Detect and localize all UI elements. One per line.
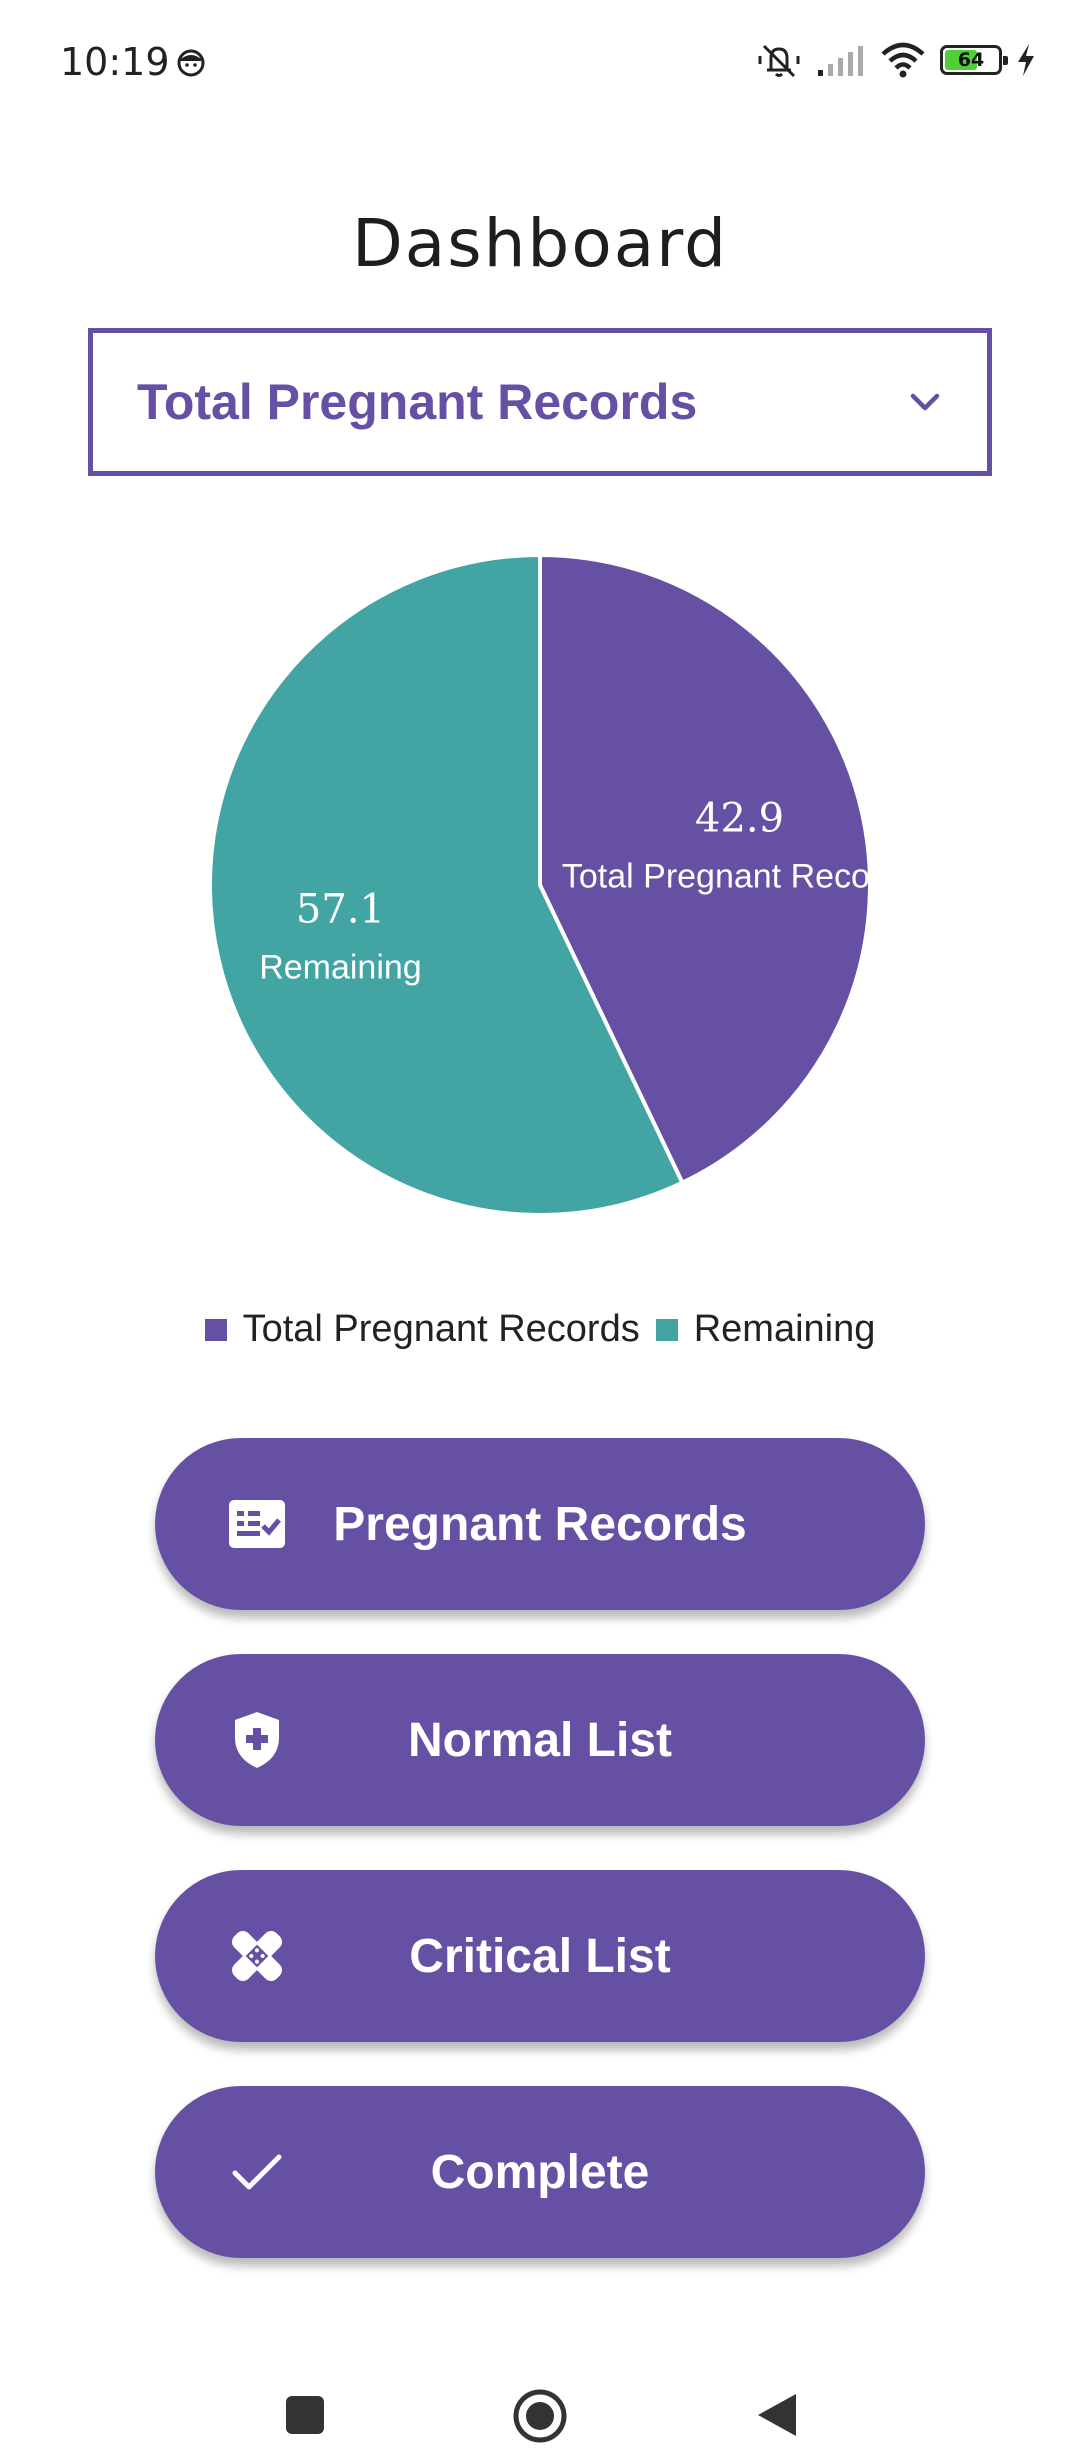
- pie-name-label-remaining: Remaining: [259, 948, 422, 986]
- normal-list-label: Normal List: [407, 1713, 673, 1767]
- pie-chart: 42.9 Total Pregnant Records 57.1 Remaining: [210, 555, 870, 1215]
- pie-slice-remaining: [210, 555, 686, 1215]
- complete-button[interactable]: Complete: [155, 2086, 925, 2258]
- normal-list-button[interactable]: Normal List: [155, 1654, 925, 1826]
- charging-icon: [1018, 44, 1034, 76]
- mute-icon: [758, 44, 800, 78]
- chart-legend: Total Pregnant Records Remaining: [0, 1308, 1080, 1351]
- pregnant-records-button[interactable]: Pregnant Records: [155, 1438, 925, 1610]
- battery-percent: 64: [957, 49, 985, 71]
- face-icon: [177, 49, 205, 77]
- critical-list-button[interactable]: Critical List: [155, 1870, 925, 2042]
- signal-icon: [818, 46, 863, 76]
- status-bar: 10:19 64: [0, 0, 1080, 130]
- pie-value-label-remaining: 57.1: [296, 886, 385, 932]
- status-time: 10:19: [60, 40, 170, 84]
- check-icon: [232, 2154, 282, 2190]
- pregnant-records-label: Pregnant Records: [333, 1497, 747, 1551]
- legend-label-total: Total Pregnant Records: [242, 1308, 640, 1350]
- legend-swatch-remaining: [655, 1318, 678, 1341]
- complete-label: Complete: [430, 2145, 650, 2199]
- page-title: Dashboard: [351, 205, 729, 282]
- critical-list-label: Critical List: [409, 1929, 671, 1983]
- legend-item-remaining: Remaining: [655, 1308, 876, 1351]
- legend-item-total: Total Pregnant Records: [204, 1308, 640, 1351]
- legend-swatch-total: [204, 1318, 227, 1341]
- status-icons: 64: [756, 40, 1036, 80]
- chevron-down-icon: [910, 393, 940, 411]
- pie-name-label-total: Total Pregnant Records: [562, 858, 870, 896]
- battery-icon: 64: [940, 45, 1008, 75]
- bandage-icon: [232, 1931, 282, 1981]
- pie-slice-total: [538, 555, 870, 1186]
- recents-square-icon[interactable]: [284, 2394, 326, 2436]
- record-type-dropdown[interactable]: Total Pregnant Records: [88, 328, 992, 476]
- navigation-bar: [0, 2330, 1080, 2460]
- wifi-icon: [881, 42, 925, 78]
- home-circle-icon[interactable]: [512, 2388, 568, 2444]
- battery-level: [945, 50, 977, 70]
- shield-plus-icon: [235, 1712, 279, 1768]
- back-triangle-icon[interactable]: [756, 2392, 798, 2438]
- legend-label-remaining: Remaining: [693, 1308, 876, 1350]
- checklist-icon: [229, 1500, 285, 1548]
- dropdown-selected-value: Total Pregnant Records: [137, 374, 698, 430]
- pie-value-label-total: 42.9: [695, 796, 784, 842]
